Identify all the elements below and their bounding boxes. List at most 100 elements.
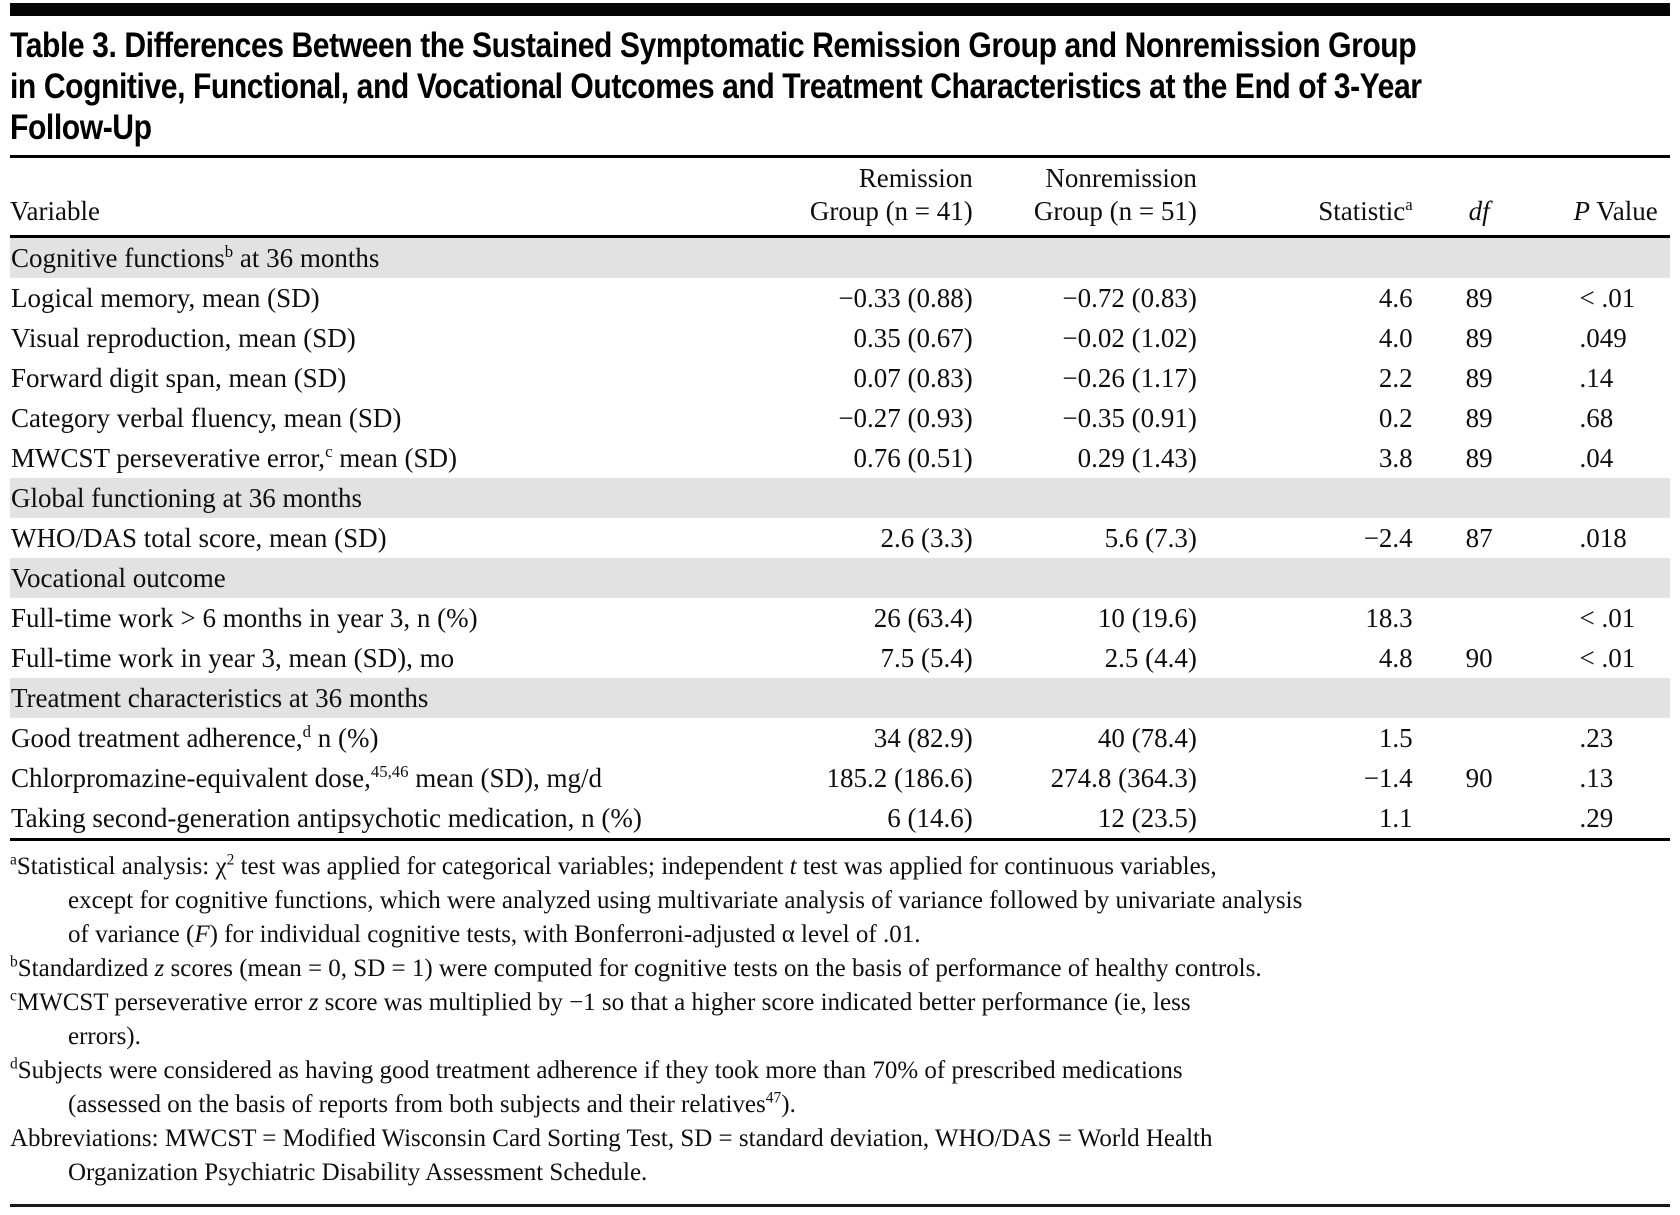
pvalue-cell: .04 xyxy=(1579,442,1614,473)
variable-cell: Full-time work > 6 months in year 3, n (… xyxy=(11,602,478,633)
variable-cell: MWCST perseverative error,c mean (SD) xyxy=(11,441,457,473)
df-value-cell xyxy=(1413,798,1546,838)
pvalue-cell: .049 xyxy=(1579,322,1627,353)
table-header: Variable Remission Group (n = 41) Nonrem… xyxy=(10,158,1670,238)
title-divider-rule xyxy=(10,155,1670,158)
pvalue-cell: < .01 xyxy=(1579,602,1636,633)
section-header-row: Cognitive functionsb at 36 months xyxy=(10,236,1670,278)
statistic-value-cell: 0.2 xyxy=(1378,402,1413,433)
table-row: Taking second-generation antipsychotic m… xyxy=(10,798,1670,838)
df-value-cell: 89 xyxy=(1465,442,1493,473)
statistic-value-cell: −1.4 xyxy=(1363,762,1413,793)
table-row: Full-time work > 6 months in year 3, n (… xyxy=(10,598,1670,638)
section-header-row: Vocational outcome xyxy=(10,558,1670,598)
remission-value-cell: 7.5 (5.4) xyxy=(880,642,973,673)
results-table: Variable Remission Group (n = 41) Nonrem… xyxy=(10,158,1670,838)
variable-cell: Visual reproduction, mean (SD) xyxy=(11,322,356,353)
section-header-label: Treatment characteristics at 36 months xyxy=(10,678,1670,718)
nonremission-value-cell: −0.02 (1.02) xyxy=(1062,322,1197,353)
section-header-row: Global functioning at 36 months xyxy=(10,478,1670,518)
df-value-cell: 89 xyxy=(1465,282,1493,313)
section-header-label: Global functioning at 36 months xyxy=(10,478,1670,518)
section-header-label: Vocational outcome xyxy=(10,558,1670,598)
footnote: Abbreviations: MWCST = Modified Wisconsi… xyxy=(10,1125,1213,1186)
remission-value-cell: 185.2 (186.6) xyxy=(826,762,973,793)
page-bottom-rule xyxy=(10,1204,1670,1207)
remission-value-cell: 0.76 (0.51) xyxy=(853,442,973,473)
remission-value-cell: −0.33 (0.88) xyxy=(838,282,973,313)
table-row: Visual reproduction, mean (SD) 0.35 (0.67… xyxy=(10,318,1670,358)
table-row: Full-time work in year 3, mean (SD), mo 7… xyxy=(10,638,1670,678)
remission-value-cell: 2.6 (3.3) xyxy=(880,522,973,553)
df-value-cell: 89 xyxy=(1465,402,1493,433)
pvalue-cell: .29 xyxy=(1579,802,1614,833)
remission-value-cell: 6 (14.6) xyxy=(887,802,973,833)
statistic-value-cell: −2.4 xyxy=(1363,522,1413,553)
pvalue-cell: .23 xyxy=(1579,722,1614,753)
statistic-value-cell: 3.8 xyxy=(1378,442,1413,473)
table-row: Chlorpromazine-equivalent dose,45,46 mea… xyxy=(10,758,1670,798)
table-row: MWCST perseverative error,c mean (SD) 0.7… xyxy=(10,438,1670,478)
pvalue-cell: < .01 xyxy=(1579,642,1636,673)
statistic-value-cell: 2.2 xyxy=(1378,362,1413,393)
table-row: Forward digit span, mean (SD) 0.07 (0.83)… xyxy=(10,358,1670,398)
df-value-cell: 89 xyxy=(1465,322,1493,353)
variable-cell: WHO/DAS total score, mean (SD) xyxy=(11,522,387,553)
df-value-cell xyxy=(1413,718,1546,758)
table-bottom-rule xyxy=(10,838,1670,841)
df-value-cell: 87 xyxy=(1465,522,1493,553)
nonremission-value-cell: −0.26 (1.17) xyxy=(1062,362,1197,393)
nonremission-value-cell: 0.29 (1.43) xyxy=(1077,442,1197,473)
table-row: Category verbal fluency, mean (SD) −0.27 … xyxy=(10,398,1670,438)
statistic-value-cell: 4.8 xyxy=(1378,642,1413,673)
section-header-label: Cognitive functionsb at 36 months xyxy=(10,236,1670,278)
table-body: Cognitive functionsb at 36 months Logical… xyxy=(10,236,1670,839)
variable-cell: Forward digit span, mean (SD) xyxy=(11,362,347,393)
variable-cell: Taking second-generation antipsychotic m… xyxy=(11,802,642,833)
column-header-variable: Variable xyxy=(10,158,774,238)
nonremission-value-cell: 10 (19.6) xyxy=(1097,602,1197,633)
pvalue-cell: < .01 xyxy=(1579,282,1636,313)
section-header-row: Treatment characteristics at 36 months xyxy=(10,678,1670,718)
variable-cell: Chlorpromazine-equivalent dose,45,46 mea… xyxy=(11,761,603,793)
footnote: cMWCST perseverative error z score was m… xyxy=(10,987,1191,1050)
statistic-value-cell: 1.1 xyxy=(1378,802,1413,833)
statistic-value-cell: 4.6 xyxy=(1378,282,1413,313)
remission-value-cell: 0.35 (0.67) xyxy=(853,322,973,353)
table-row: Logical memory, mean (SD) −0.33 (0.88) −0.… xyxy=(10,278,1670,318)
df-value-cell: 90 xyxy=(1465,642,1493,673)
nonremission-value-cell: 5.6 (7.3) xyxy=(1104,522,1197,553)
df-value-cell xyxy=(1413,598,1546,638)
variable-cell: Category verbal fluency, mean (SD) xyxy=(11,402,402,433)
statistic-value-cell: 4.0 xyxy=(1378,322,1413,353)
df-value-cell: 90 xyxy=(1465,762,1493,793)
table-row: WHO/DAS total score, mean (SD) 2.6 (3.3) 5… xyxy=(10,518,1670,558)
table-title: Table 3. Differences Between the Sustain… xyxy=(10,26,1422,147)
pvalue-cell: .14 xyxy=(1579,362,1614,393)
column-header-remission-group: Remission Group (n = 41) xyxy=(773,158,973,238)
nonremission-value-cell: −0.35 (0.91) xyxy=(1062,402,1197,433)
footnote: bStandardized z scores (mean = 0, SD = 1… xyxy=(10,953,1262,982)
column-header-nonremission-group: Nonremission Group (n = 51) xyxy=(972,158,1197,238)
nonremission-value-cell: −0.72 (0.83) xyxy=(1062,282,1197,313)
footnote: dSubjects were considered as having good… xyxy=(10,1055,1183,1118)
table-row: Good treatment adherence,d n (%) 34 (82.9… xyxy=(10,718,1670,758)
footnotes-block: aStatistical analysis: χ2 test was appli… xyxy=(10,850,1670,1190)
df-value-cell: 89 xyxy=(1465,362,1493,393)
variable-cell: Logical memory, mean (SD) xyxy=(11,282,320,313)
header-row: Variable Remission Group (n = 41) Nonrem… xyxy=(10,158,1670,238)
variable-cell: Full-time work in year 3, mean (SD), mo xyxy=(11,642,455,673)
column-header-df: df xyxy=(1412,158,1546,238)
pvalue-cell: .13 xyxy=(1579,762,1614,793)
remission-value-cell: 26 (63.4) xyxy=(873,602,973,633)
statistic-value-cell: 18.3 xyxy=(1365,602,1413,633)
nonremission-value-cell: 2.5 (4.4) xyxy=(1104,642,1197,673)
column-header-p-value: P Value xyxy=(1545,158,1670,238)
pvalue-cell: .018 xyxy=(1579,522,1627,553)
variable-cell: Good treatment adherence,d n (%) xyxy=(11,721,379,753)
nonremission-value-cell: 274.8 (364.3) xyxy=(1050,762,1197,793)
nonremission-value-cell: 12 (23.5) xyxy=(1097,802,1197,833)
nonremission-value-cell: 40 (78.4) xyxy=(1097,722,1197,753)
remission-value-cell: 0.07 (0.83) xyxy=(853,362,973,393)
